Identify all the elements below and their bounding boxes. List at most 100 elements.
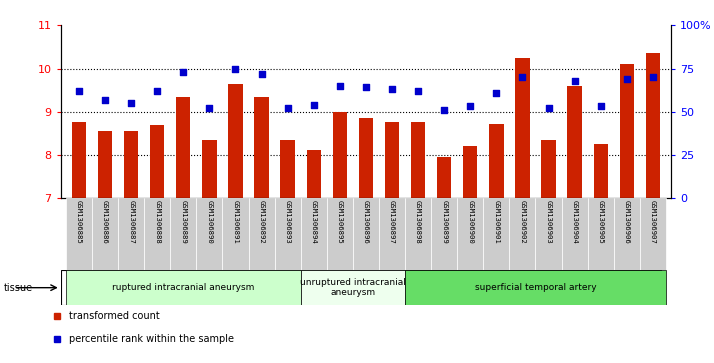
Bar [568,86,582,198]
Bar [489,124,503,198]
Point [282,105,293,111]
Bar [92,198,118,270]
Bar [588,198,614,270]
Text: ruptured intracranial aneurysm: ruptured intracranial aneurysm [112,283,254,292]
Bar [281,140,295,198]
Text: GSM1306887: GSM1306887 [128,200,134,244]
Bar [431,198,457,270]
Bar [640,198,666,270]
Point [465,103,476,109]
Text: GSM1306900: GSM1306900 [467,200,473,244]
Text: GSM1306898: GSM1306898 [415,200,421,244]
Bar [301,270,405,305]
Bar [358,118,373,198]
Text: GSM1306901: GSM1306901 [493,200,499,244]
Point [569,78,580,83]
Bar [333,112,347,198]
Point [621,76,633,82]
Bar [509,198,536,270]
Text: GSM1306897: GSM1306897 [389,200,395,244]
Text: GSM1306885: GSM1306885 [76,200,82,244]
Point [178,69,189,75]
Text: GSM1306894: GSM1306894 [311,200,317,244]
Bar [228,83,243,198]
Point [203,105,215,111]
Text: GSM1306902: GSM1306902 [520,200,526,244]
Point [308,102,319,107]
Text: GSM1306892: GSM1306892 [258,200,265,244]
Bar [483,198,509,270]
Bar [562,198,588,270]
Text: percentile rank within the sample: percentile rank within the sample [69,334,233,344]
Bar [66,270,301,305]
Bar [463,146,478,198]
Text: GSM1306893: GSM1306893 [285,200,291,244]
Bar [327,198,353,270]
Text: GSM1306889: GSM1306889 [181,200,186,244]
Bar [306,150,321,198]
Point [151,88,163,94]
Bar [144,198,170,270]
Point [74,88,85,94]
Bar [437,157,451,198]
Point [647,74,658,80]
Bar [275,198,301,270]
Point [99,97,111,102]
Bar [411,122,426,198]
Text: GSM1306903: GSM1306903 [545,200,551,244]
Bar [176,97,191,198]
Text: GSM1306886: GSM1306886 [102,200,108,244]
Bar [254,97,268,198]
Bar [66,198,92,270]
Point [491,90,502,95]
Bar [196,198,223,270]
Point [413,88,424,94]
Bar [170,198,196,270]
Text: transformed count: transformed count [69,311,159,321]
Bar [536,198,562,270]
Point [595,103,606,109]
Bar [353,198,379,270]
Text: GSM1306899: GSM1306899 [441,200,447,244]
Point [360,85,371,90]
Point [126,100,137,106]
Bar [223,198,248,270]
Text: unruptured intracranial
aneurysm: unruptured intracranial aneurysm [300,278,406,297]
Text: GSM1306904: GSM1306904 [572,200,578,244]
Text: GSM1306895: GSM1306895 [337,200,343,244]
Text: GSM1306896: GSM1306896 [363,200,369,244]
Bar [124,131,139,198]
Text: tissue: tissue [4,283,33,293]
Point [386,86,398,92]
Bar [202,140,216,198]
Bar [248,198,275,270]
Bar [516,58,530,198]
Text: GSM1306905: GSM1306905 [598,200,604,244]
Point [543,105,554,111]
Bar [405,198,431,270]
Text: GSM1306906: GSM1306906 [624,200,630,244]
Bar [614,198,640,270]
Point [438,107,450,113]
Text: GSM1306888: GSM1306888 [154,200,160,244]
Bar [645,53,660,198]
Bar [405,270,666,305]
Bar [385,122,399,198]
Bar [301,198,327,270]
Bar [620,64,634,198]
Bar [150,125,164,198]
Point [334,83,346,89]
Bar [457,198,483,270]
Bar [98,131,112,198]
Text: GSM1306891: GSM1306891 [233,200,238,244]
Bar [72,122,86,198]
Text: superficial temporal artery: superficial temporal artery [475,283,596,292]
Point [230,66,241,72]
Point [256,71,267,77]
Text: GSM1306907: GSM1306907 [650,200,656,244]
Bar [379,198,405,270]
Bar [593,144,608,198]
Bar [541,140,555,198]
Text: GSM1306890: GSM1306890 [206,200,212,244]
Bar [118,198,144,270]
